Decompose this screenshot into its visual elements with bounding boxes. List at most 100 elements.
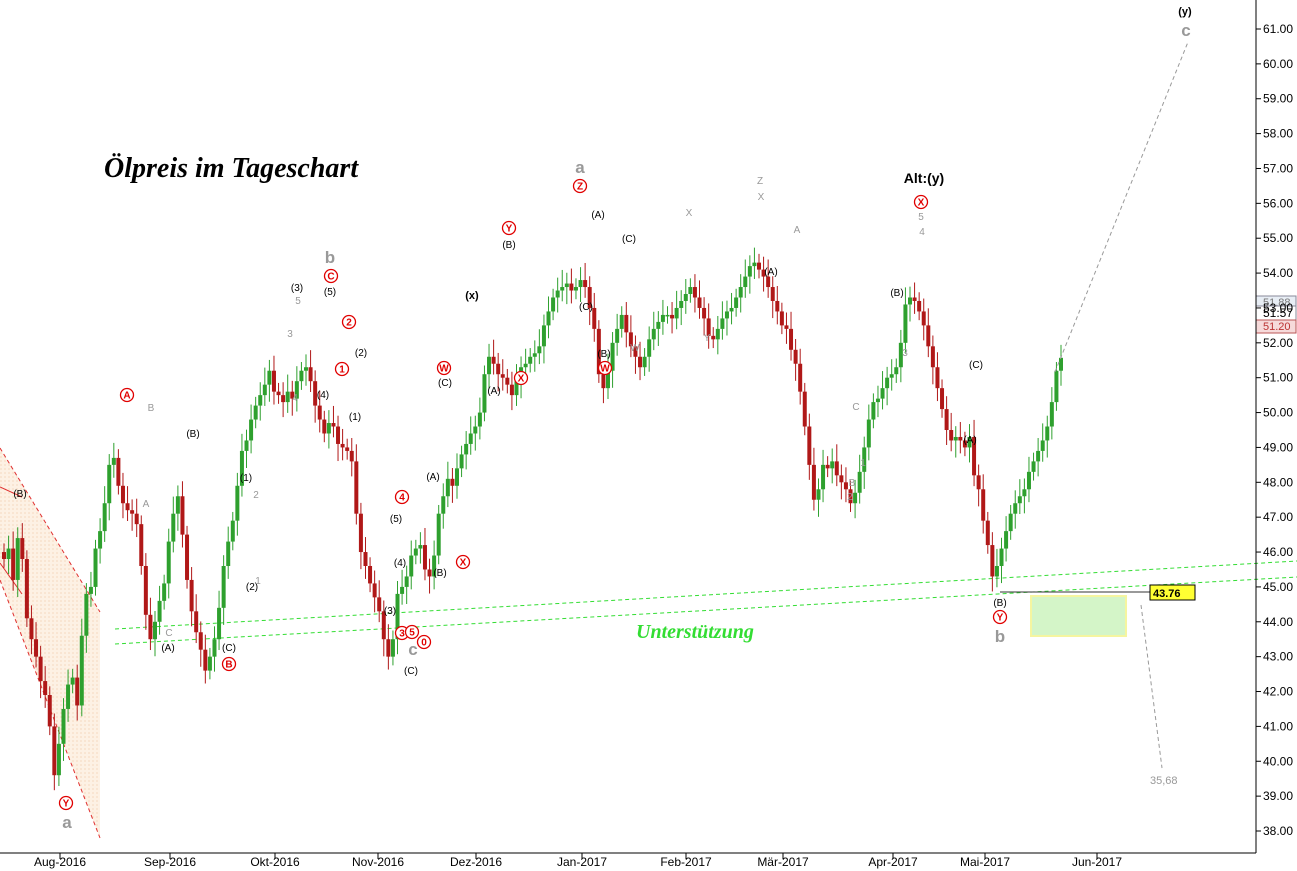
candle-body: [217, 607, 222, 640]
candle-body: [944, 409, 949, 430]
wave-label: 4: [292, 393, 298, 404]
candle-body: [807, 426, 812, 465]
y-tick-label: 51.00: [1263, 371, 1293, 385]
circle-label-ring: [436, 360, 452, 376]
candle-body: [1026, 471, 1031, 490]
candle-body: [38, 656, 43, 682]
candle-body: [628, 332, 633, 347]
candle-body: [935, 367, 940, 389]
projection-line-up: [1054, 41, 1189, 373]
candle-body: [496, 363, 501, 375]
y-tick-label: 52.00: [1263, 336, 1293, 350]
candle-body: [903, 304, 908, 343]
circle-label-text: X: [460, 558, 467, 569]
candle-body: [372, 583, 377, 598]
wave-label: (1): [349, 412, 361, 423]
candle-body: [601, 374, 606, 389]
candle-body: [994, 565, 999, 577]
annotations: 35,6843.7651.8851.5751.20(B)ABC(A)(B)(C)…: [13, 6, 1297, 832]
circle-label-ring: [597, 360, 613, 376]
candle-body: [84, 593, 89, 636]
candle-body: [1059, 357, 1063, 371]
candle-body: [75, 677, 80, 706]
candle-body: [1017, 496, 1022, 504]
candle-body: [400, 586, 405, 594]
wave-label: (C): [404, 666, 418, 677]
wave-label: B: [849, 478, 856, 489]
circle-label-text: 3: [399, 629, 405, 640]
candle-body: [221, 565, 226, 608]
wave-label: Z: [757, 176, 763, 187]
candle-body: [120, 485, 125, 504]
candle-body: [894, 367, 899, 375]
circle-label-ring: [455, 554, 471, 570]
candle-body: [962, 440, 967, 448]
y-tick-label: 61.00: [1263, 22, 1293, 36]
candle-body: [898, 342, 903, 368]
candle-body: [194, 611, 199, 633]
candle-body: [422, 545, 427, 570]
candle-body: [757, 262, 761, 270]
candle-body: [464, 443, 469, 455]
circle-label-text: 0: [421, 638, 427, 649]
candle-body: [949, 430, 954, 441]
candle-body: [322, 419, 327, 434]
wave-label: (C): [969, 360, 983, 371]
candle-body: [656, 321, 661, 329]
candle-body: [349, 450, 354, 462]
candle-body: [368, 565, 373, 584]
candle-body: [157, 600, 162, 622]
y-tick-label: 41.00: [1263, 719, 1293, 733]
wave-label-large: b: [995, 627, 1005, 646]
channel-fill: [0, 448, 100, 838]
wave-label: (C): [579, 302, 593, 313]
candle-body: [230, 520, 235, 542]
candle-body: [619, 314, 624, 329]
circle-label-ring: [323, 268, 339, 284]
circle-label-text: C: [327, 272, 334, 283]
candle-body: [116, 457, 121, 486]
y-tick-label: 46.00: [1263, 545, 1293, 559]
y-tick-label: 56.00: [1263, 196, 1293, 210]
candle-body: [839, 475, 844, 483]
wave-label-large: c: [1181, 21, 1190, 40]
candle-body: [848, 489, 853, 504]
circle-label-text: Y: [63, 799, 70, 810]
candle-body: [830, 461, 835, 469]
marker-price-text: 43.76: [1153, 588, 1181, 600]
low-price-text: 51.20: [1263, 321, 1291, 333]
candle-body: [564, 283, 569, 288]
candle-body: [345, 447, 350, 451]
candle-body: [976, 475, 981, 490]
wave-label: 5: [295, 296, 301, 307]
candle-body: [1004, 531, 1009, 549]
circle-label-text: 5: [409, 628, 415, 639]
candle-body: [331, 423, 336, 427]
candle-body: [354, 461, 359, 514]
candle-body: [171, 513, 176, 542]
wave-label: B: [148, 403, 155, 414]
candle-body: [592, 307, 597, 329]
wave-label-large: Alt:(y): [904, 170, 944, 186]
wave-label: (3): [291, 283, 303, 294]
candle-body: [1049, 402, 1054, 427]
wave-label: (y): [1178, 6, 1192, 18]
candle-body: [1045, 426, 1050, 441]
candle-body: [98, 531, 103, 549]
circle-label-text: X: [518, 374, 525, 385]
candle-body: [880, 388, 885, 399]
circle-label-ring: [334, 361, 350, 377]
candle-body: [2, 552, 6, 560]
candle-body: [999, 548, 1004, 566]
candle-body: [665, 314, 670, 317]
candle-body: [409, 555, 414, 577]
wave-label: (B): [993, 598, 1006, 609]
wave-label: 3: [287, 329, 293, 340]
candle-body: [885, 377, 890, 389]
candle-body: [651, 328, 656, 340]
circle-label-text: W: [600, 364, 610, 375]
candle-body: [358, 513, 363, 553]
candle-body: [166, 541, 171, 584]
candle-body: [674, 307, 679, 319]
y-tick-label: 57.00: [1263, 161, 1293, 175]
